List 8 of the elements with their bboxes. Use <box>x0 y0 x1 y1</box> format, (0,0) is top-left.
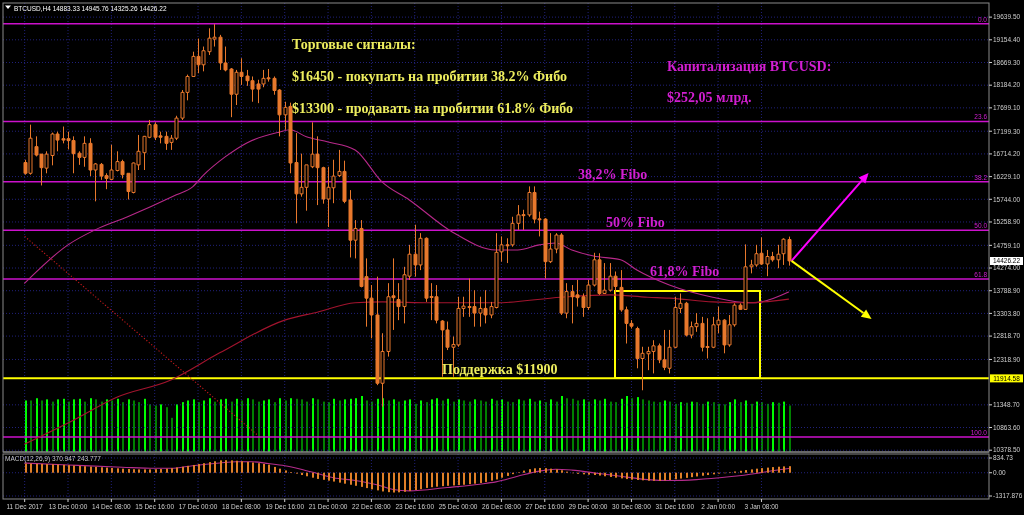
annotation: Торговые сигналы: <box>292 37 416 52</box>
annotation: $16450 - покупать на пробитии 38.2% Фибо <box>292 69 567 84</box>
annotation: Капитализация BTCUSD: <box>667 59 832 74</box>
annotation: 61,8% Fibo <box>650 263 720 279</box>
annotation: $252,05 млрд. <box>667 90 752 105</box>
annotation: 50% Fibo <box>606 215 665 231</box>
annotation: $13300 - продавать на пробитии 61.8% Фибо <box>292 101 574 116</box>
annotation: 38,2% Fibo <box>578 166 648 182</box>
